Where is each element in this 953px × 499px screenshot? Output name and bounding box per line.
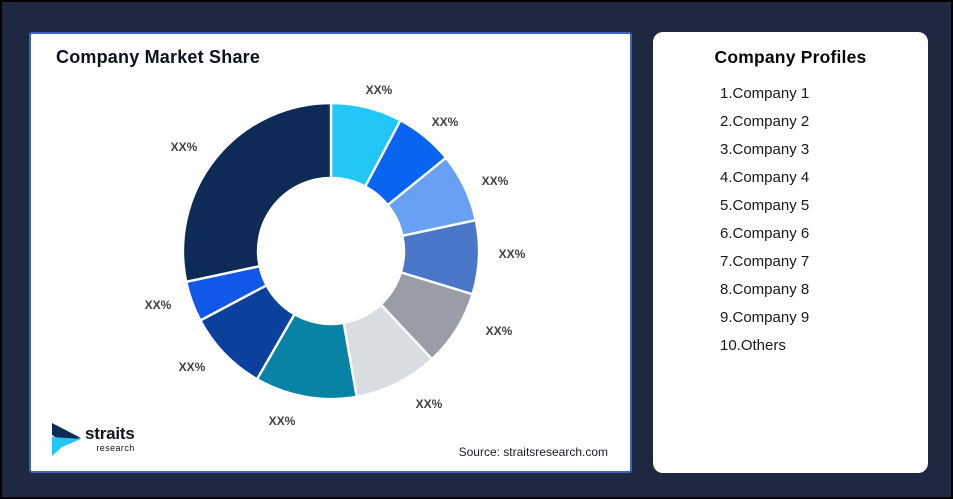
segment-value-label: XX% xyxy=(170,140,198,154)
market-share-card: Company Market Share XX% XX% XX% XX% XX% XX% X… xyxy=(29,32,632,473)
straits-research-logo: straits research xyxy=(52,422,135,458)
profile-list-item: 5.Company 5 xyxy=(720,197,810,214)
segment-value-label: XX% xyxy=(268,414,296,428)
logo-wordmark: straits research xyxy=(85,425,135,453)
profiles-title: Company Profiles xyxy=(714,47,867,67)
segment-value-label: XX% xyxy=(431,115,459,129)
profile-list-item: 6.Company 6 xyxy=(720,225,810,242)
profile-list-item: 2.Company 2 xyxy=(720,113,810,130)
segment-value-label: XX% xyxy=(144,298,172,312)
profile-list-item: 10.Others xyxy=(720,337,786,354)
company-profiles-card: Company Profiles 1.Company 1 2.Company 2 3… xyxy=(653,32,928,473)
profile-list-item: 8.Company 8 xyxy=(720,281,810,298)
donut-segment-others xyxy=(181,101,333,283)
profile-list-item: 4.Company 4 xyxy=(720,169,810,186)
profile-list-item: 7.Company 7 xyxy=(720,253,810,270)
profile-list-item: 9.Company 9 xyxy=(720,309,810,326)
donut-chart xyxy=(181,101,481,401)
segment-value-label: XX% xyxy=(481,174,509,188)
chart-title: Company Market Share xyxy=(56,47,261,67)
segment-value-label: XX% xyxy=(178,360,206,374)
profile-list-item: 1.Company 1 xyxy=(720,85,810,102)
logo-sub-text: research xyxy=(96,443,135,453)
logo-mark-icon xyxy=(52,423,81,456)
source-attribution: Source: straitsresearch.com xyxy=(458,445,608,459)
segment-value-label: XX% xyxy=(498,247,526,261)
logo-brand-text: straits xyxy=(85,424,135,443)
segment-value-label: XX% xyxy=(485,324,513,338)
profile-list-item: 3.Company 3 xyxy=(720,141,810,158)
segment-value-label: XX% xyxy=(365,83,393,97)
segment-value-label: XX% xyxy=(415,397,443,411)
profiles-list: 1.Company 1 2.Company 2 3.Company 3 4.Compa… xyxy=(720,80,809,360)
